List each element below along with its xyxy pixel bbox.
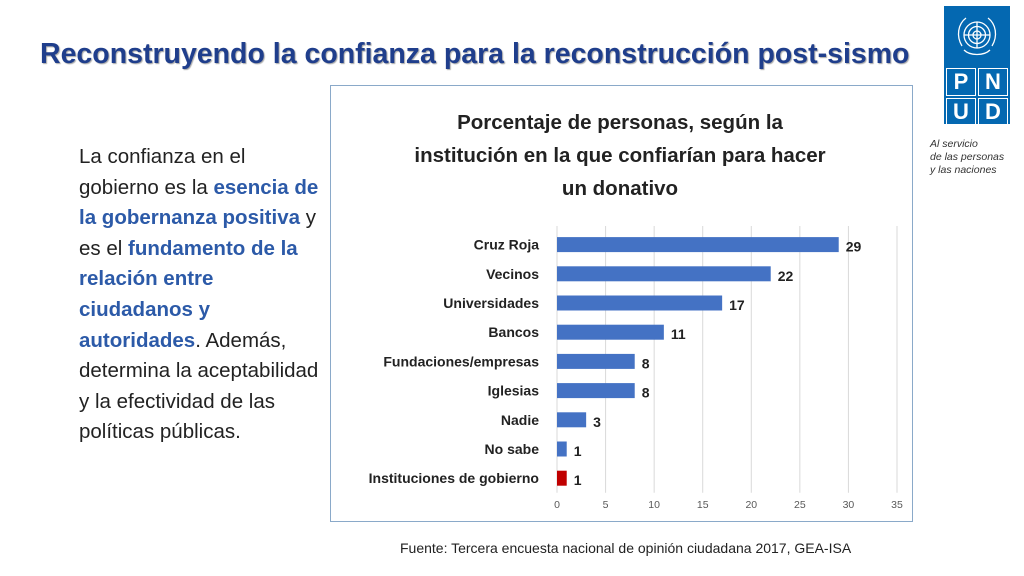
- data-label: 3: [593, 414, 601, 430]
- data-label: 8: [642, 355, 650, 371]
- body-text-segment: y es el: [79, 206, 316, 260]
- undp-logo: P N U D: [944, 6, 1010, 126]
- logo-letter: N: [978, 68, 1008, 96]
- bar: [557, 266, 771, 282]
- category-label: Bancos: [488, 324, 539, 340]
- logo-letter: P: [946, 68, 976, 96]
- slide-title: Reconstruyendo la confianza para la reco…: [40, 38, 910, 70]
- category-label: No sabe: [485, 441, 540, 457]
- data-label: 8: [642, 385, 650, 401]
- body-text-segment: . Además, determina la aceptabilidad y l…: [79, 328, 319, 444]
- category-label: Instituciones de gobierno: [369, 470, 539, 486]
- category-label: Cruz Roja: [474, 237, 540, 253]
- un-emblem-icon: [957, 17, 997, 56]
- chart-title-line: Porcentaje de personas, según la: [457, 111, 783, 134]
- bar-chart: 0 5 10 15 20 25 30 35 Cruz Roja 29 Vecinos 22 Univer…: [369, 226, 903, 511]
- category-label: Universidades: [443, 295, 539, 311]
- data-label: 1: [574, 443, 582, 459]
- bar: [557, 470, 567, 486]
- data-label: 1: [574, 472, 582, 488]
- undp-tagline: Al servicio de las personas y las nacion…: [930, 138, 1022, 177]
- bar: [557, 353, 635, 369]
- x-tick-label: 10: [648, 499, 660, 511]
- bar: [557, 295, 723, 311]
- bar: [557, 383, 635, 399]
- chart-title-line: institución en la que confiarían para ha…: [414, 144, 826, 167]
- x-tick-label: 35: [891, 499, 903, 511]
- logo-letter: D: [978, 98, 1008, 126]
- bar: [557, 237, 839, 253]
- bar: [557, 324, 664, 340]
- body-text-segment: La confianza en el gobierno es la: [79, 145, 246, 199]
- source-note: Fuente: Tercera encuesta nacional de opi…: [400, 540, 852, 556]
- chart-title: Porcentaje de personas, según la institu…: [390, 106, 850, 205]
- x-tick-label: 20: [745, 499, 757, 511]
- logo-letter: U: [946, 98, 976, 126]
- data-label: 11: [671, 326, 686, 342]
- chart-title-line: un donativo: [561, 177, 679, 200]
- category-label: Iglesias: [488, 383, 540, 399]
- data-label: 22: [778, 268, 794, 284]
- bar: [557, 412, 587, 428]
- tagline-line: de las personas: [930, 151, 1005, 163]
- category-label: Vecinos: [486, 266, 539, 282]
- data-label: 17: [729, 297, 745, 313]
- x-tick-label: 5: [603, 499, 609, 511]
- x-tick-label: 25: [794, 499, 806, 511]
- body-text-highlight: esencia de la gobernanza positiva: [79, 175, 319, 230]
- data-label: 29: [846, 239, 862, 255]
- x-tick-label: 0: [554, 499, 560, 511]
- category-label: Nadie: [501, 412, 539, 428]
- category-label: Fundaciones/empresas: [383, 353, 539, 369]
- tagline-line: y las naciones: [930, 164, 997, 176]
- bar: [557, 441, 567, 457]
- x-tick-label: 30: [843, 499, 855, 511]
- tagline-line: Al servicio: [930, 138, 978, 150]
- body-text-highlight: fundamento de la relación entre ciudadan…: [79, 236, 298, 352]
- body-text: La confianza en el gobierno es la esenci…: [79, 142, 319, 448]
- x-tick-label: 15: [697, 499, 709, 511]
